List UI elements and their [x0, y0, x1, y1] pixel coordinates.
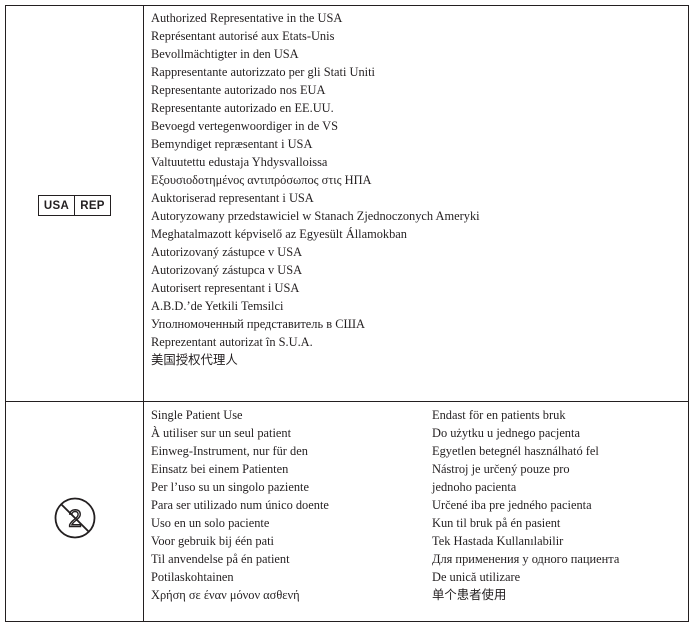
single-patient-use-line: Egyetlen betegnél használható fel — [432, 444, 599, 458]
authorized-rep-line: Authorized Representative in the USA — [151, 11, 343, 25]
single-patient-use-line: Χρήση σε έναν μόνον ασθενή — [151, 588, 300, 602]
usa-rep-symbol-left: USA — [43, 199, 70, 212]
authorized-rep-line: Reprezentant autorizat în S.U.A. — [151, 335, 313, 349]
single-patient-use-line: Určené iba pre jedného pacienta — [432, 498, 592, 512]
single-patient-use-line: Einsatz bei einem Patienten — [151, 462, 289, 476]
authorized-rep-line: Meghatalmazott képviselő az Egyesült Áll… — [151, 227, 407, 241]
authorized-rep-line: Autorizovaný zástupca v USA — [151, 263, 303, 277]
authorized-rep-line: Autorisert representant i USA — [151, 281, 300, 295]
single-patient-use-icon: 2 — [54, 497, 96, 539]
single-patient-use-line: Tek Hastada Kullanılabilir — [432, 534, 564, 548]
authorized-rep-line: 美国授权代理人 — [151, 353, 238, 367]
single-patient-use-line: Nástroj je určený pouze pro — [432, 462, 570, 476]
authorized-rep-line: Autorizovaný zástupce v USA — [151, 245, 303, 259]
single-patient-use-line: Til anvendelse på én patient — [151, 552, 290, 566]
symbol-table: USA REP Authorized Representative in the… — [5, 5, 689, 622]
authorized-rep-text: Authorized Representative in the USA Repr… — [151, 9, 480, 369]
single-patient-use-digit: 2 — [68, 506, 81, 533]
single-patient-use-line: À utiliser sur un seul patient — [151, 426, 292, 440]
single-patient-use-line: jednoho pacienta — [432, 480, 517, 494]
single-patient-use-line: 单个患者使用 — [432, 588, 507, 602]
authorized-rep-line: Bevoegd vertegenwoordiger in de VS — [151, 119, 338, 133]
single-patient-use-line: Single Patient Use — [151, 408, 243, 422]
single-patient-use-line: Potilaskohtainen — [151, 570, 234, 584]
single-patient-use-line: Do użytku u jednego pacjenta — [432, 426, 580, 440]
single-patient-use-line: Voor gebruik bij één pati — [151, 534, 274, 548]
row-divider — [6, 401, 688, 402]
single-patient-use-text-right: Endast för en patients bruk Do użytku u j… — [432, 406, 619, 604]
authorized-rep-line: Bemyndiget repræsentant i USA — [151, 137, 313, 151]
usa-rep-symbol: USA REP — [38, 195, 111, 216]
column-divider — [143, 6, 144, 621]
single-patient-use-line: Para ser utilizado num único doente — [151, 498, 329, 512]
single-patient-use-line: Einweg-Instrument, nur für den — [151, 444, 308, 458]
single-patient-use-line: Для применения у одного пациента — [432, 552, 620, 566]
authorized-rep-line: Representante autorizado en EE.UU. — [151, 101, 334, 115]
authorized-rep-line: A.B.D.’de Yetkili Temsilci — [151, 299, 284, 313]
single-patient-use-line: Uso en un solo paciente — [151, 516, 270, 530]
single-patient-use-line: De unică utilizare — [432, 570, 521, 584]
authorized-rep-line: Auktoriserad representant i USA — [151, 191, 314, 205]
authorized-rep-line: Εξουσιοδοτημένος αντιπρόσωπος στις ΗΠΑ — [151, 173, 372, 187]
authorized-rep-line: Уполномоченный представитель в США — [151, 317, 365, 331]
authorized-rep-line: Valtuutettu edustaja Yhdysvalloissa — [151, 155, 328, 169]
single-patient-use-text-left: Single Patient Use À utiliser sur un seul… — [151, 406, 329, 604]
single-patient-use-line: Endast för en patients bruk — [432, 408, 566, 422]
authorized-rep-line: Autoryzowany przedstawiciel w Stanach Zj… — [151, 209, 480, 223]
usa-rep-symbol-right: REP — [74, 196, 110, 215]
single-patient-use-line: Per l’uso su un singolo paziente — [151, 480, 309, 494]
single-patient-use-line: Kun til bruk på én pasient — [432, 516, 561, 530]
authorized-rep-line: Bevollmächtigter in den USA — [151, 47, 299, 61]
authorized-rep-line: Représentant autorisé aux Etats-Unis — [151, 29, 335, 43]
authorized-rep-line: Representante autorizado nos EUA — [151, 83, 326, 97]
authorized-rep-line: Rappresentante autorizzato per gli Stati… — [151, 65, 375, 79]
